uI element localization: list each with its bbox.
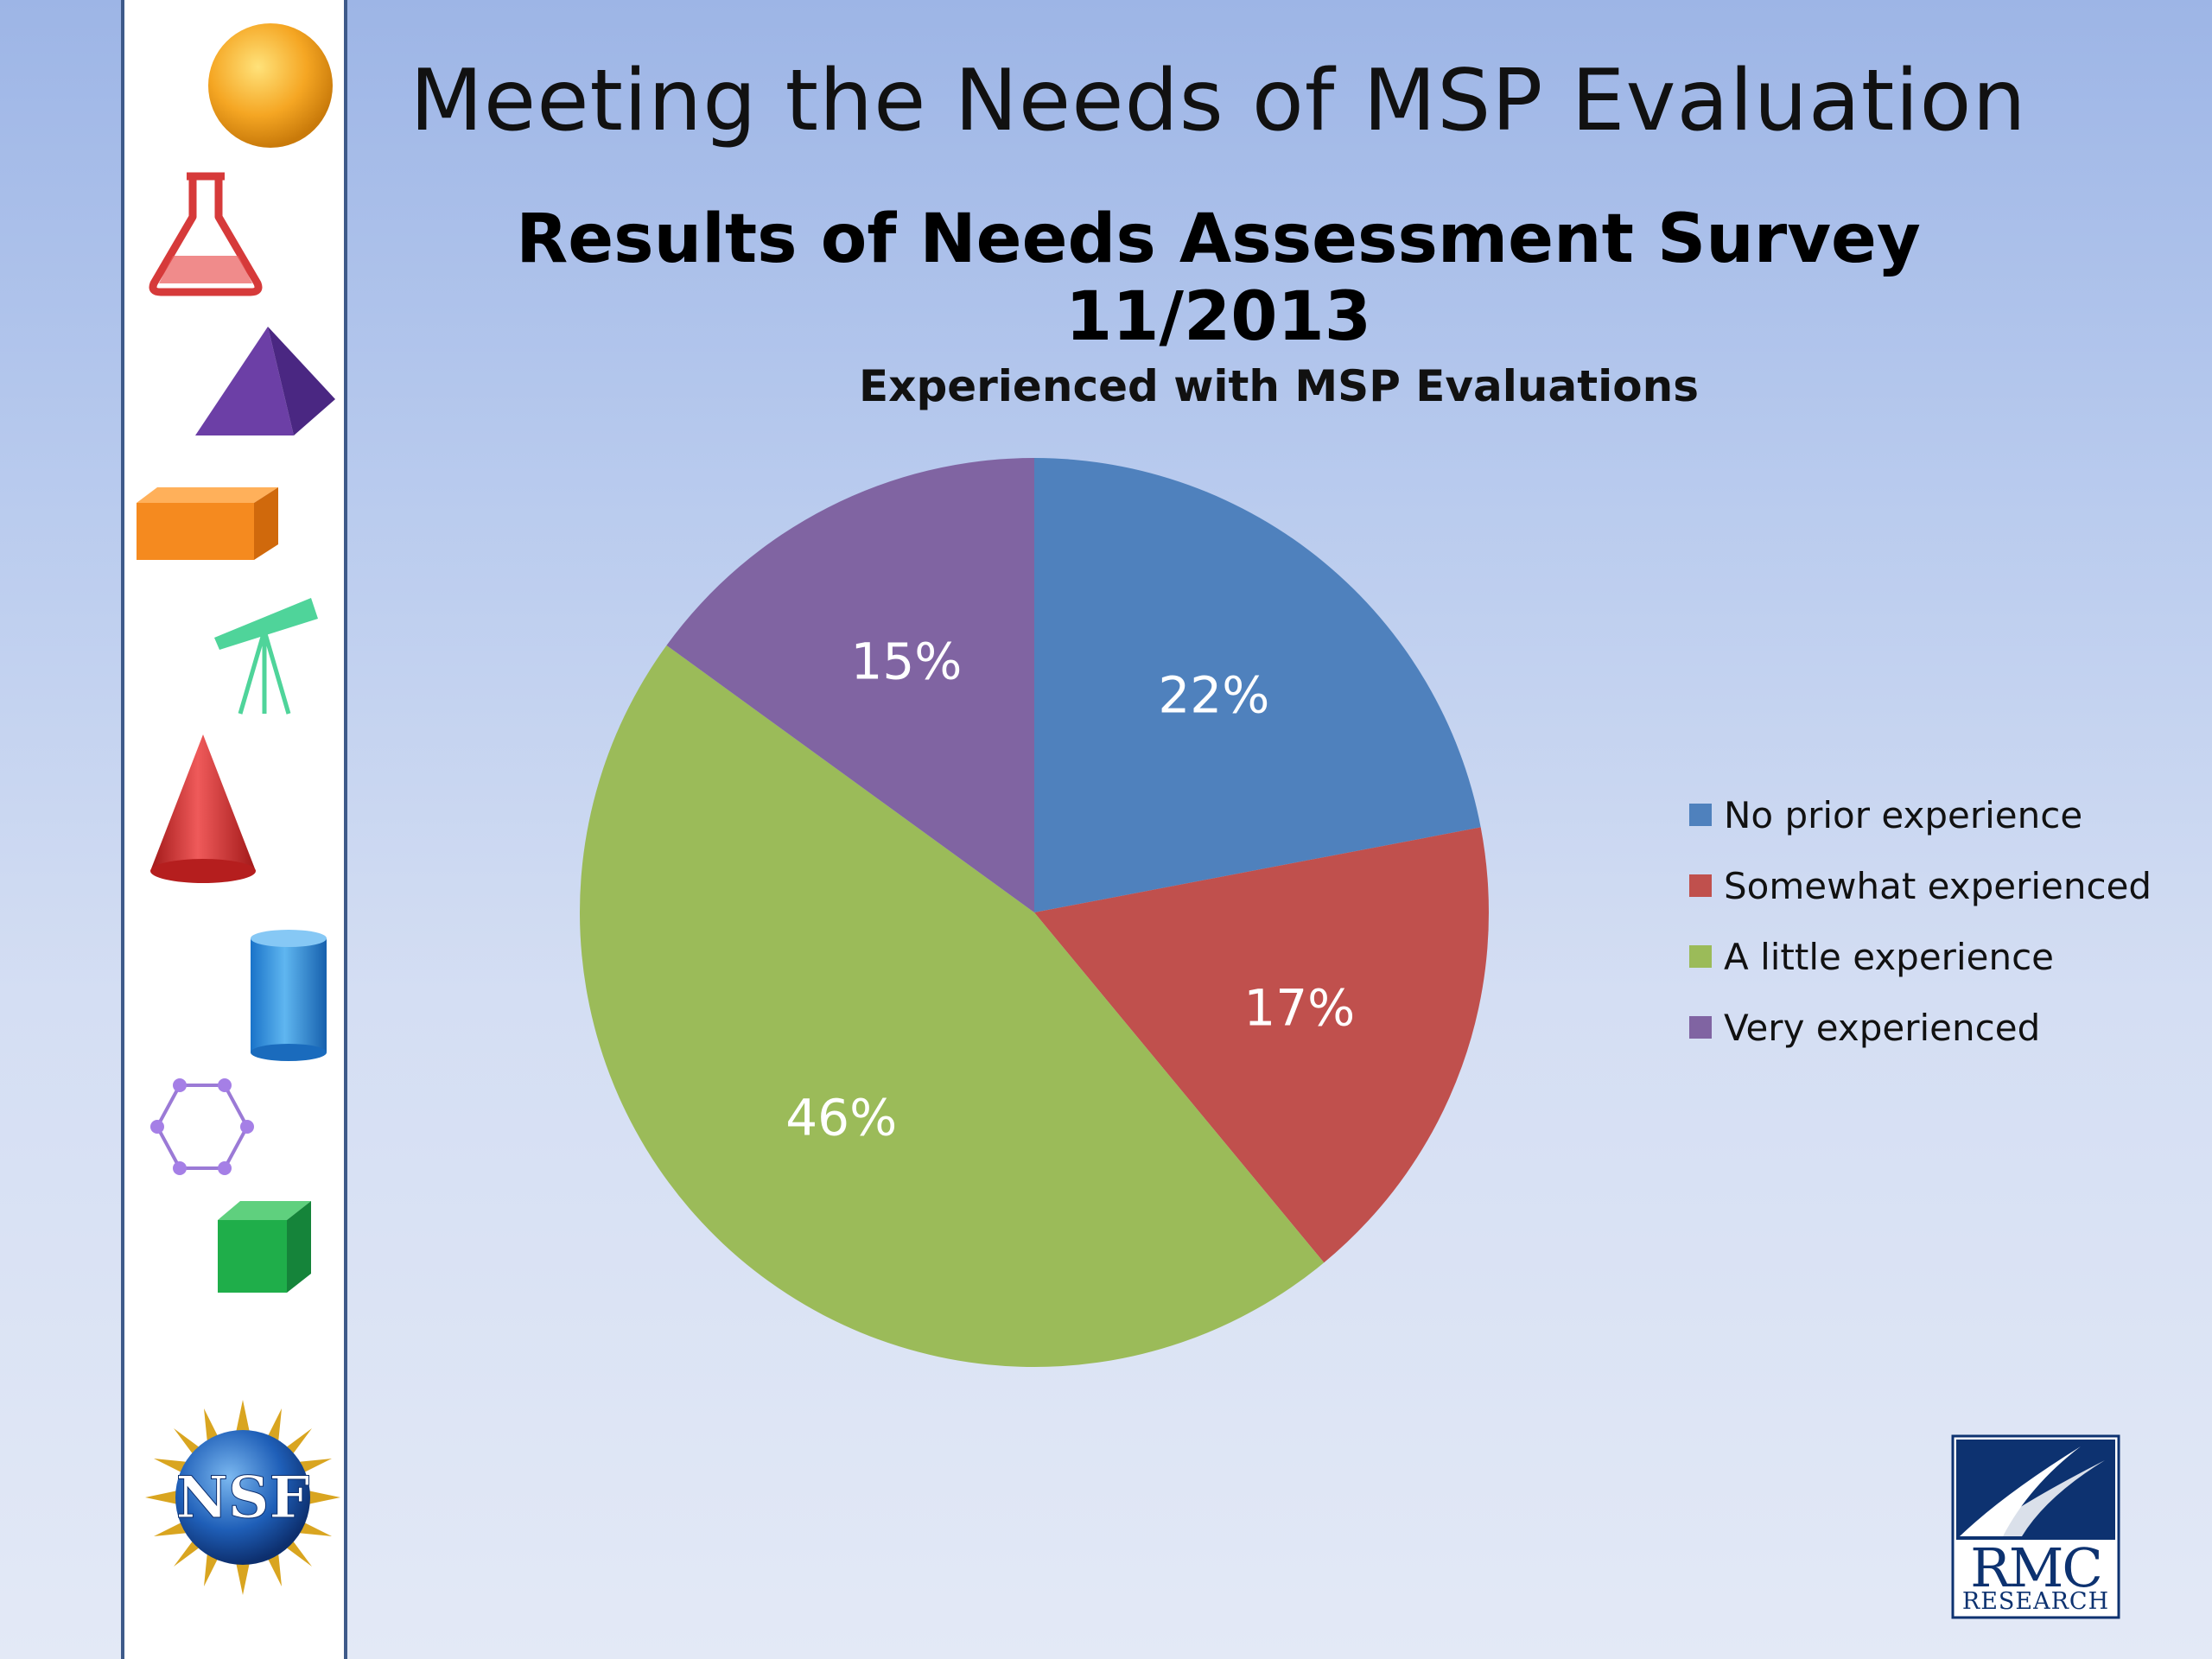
chart-title: Experienced with MSP Evaluations bbox=[859, 361, 1699, 411]
pie-slice-somewhat-experienced bbox=[1034, 827, 1490, 1263]
chart-legend: No prior experience Somewhat experienced… bbox=[1689, 779, 2152, 1063]
legend-label: Somewhat experienced bbox=[1724, 864, 2152, 907]
legend-label: A little experience bbox=[1724, 935, 2054, 978]
legend-label: No prior experience bbox=[1724, 793, 2083, 836]
hexagon-molecule-icon bbox=[150, 1078, 254, 1175]
rmc-logo-subtext: RESEARCH bbox=[1961, 1588, 2110, 1615]
blue-cylinder-icon bbox=[251, 930, 327, 1061]
orange-box-icon bbox=[137, 487, 278, 560]
pie-slice-a-little-experience bbox=[579, 645, 1325, 1368]
legend-item: No prior experience bbox=[1689, 779, 2152, 850]
red-cone-icon bbox=[150, 734, 256, 883]
legend-swatch bbox=[1689, 874, 1712, 897]
legend-item: Very experienced bbox=[1689, 992, 2152, 1063]
pie-slice-very-experienced bbox=[666, 458, 1034, 912]
orange-sphere-icon bbox=[208, 23, 333, 148]
nsf-logo-text: NSF bbox=[176, 1464, 310, 1531]
green-cube-icon bbox=[218, 1201, 311, 1293]
nsf-logo: NSF bbox=[145, 1400, 340, 1595]
legend-label: Very experienced bbox=[1724, 1006, 2041, 1049]
rmc-logo-text: RMC bbox=[1970, 1536, 2103, 1599]
purple-pyramid-icon bbox=[195, 327, 335, 435]
legend-swatch bbox=[1689, 945, 1712, 968]
slide-subtitle: Results of Needs Assessment Survey 11/20… bbox=[516, 200, 1921, 356]
pie-data-label: 22% bbox=[1158, 666, 1269, 725]
slide-title: Meeting the Needs of MSP Evaluation bbox=[410, 52, 2027, 150]
pie-data-label: 17% bbox=[1243, 978, 1355, 1037]
sidebar: NSF bbox=[121, 0, 347, 1659]
legend-swatch bbox=[1689, 804, 1712, 826]
pie-slice-no-prior-experience bbox=[1034, 458, 1481, 912]
flask-icon bbox=[149, 172, 263, 296]
legend-item: A little experience bbox=[1689, 921, 2152, 992]
telescope-icon bbox=[214, 598, 318, 715]
pie-data-label: 46% bbox=[785, 1089, 897, 1147]
pie-data-label: 15% bbox=[850, 632, 962, 690]
legend-swatch bbox=[1689, 1016, 1712, 1039]
rmc-research-logo: RMC RESEARCH bbox=[1951, 1434, 2120, 1619]
legend-item: Somewhat experienced bbox=[1689, 850, 2152, 921]
